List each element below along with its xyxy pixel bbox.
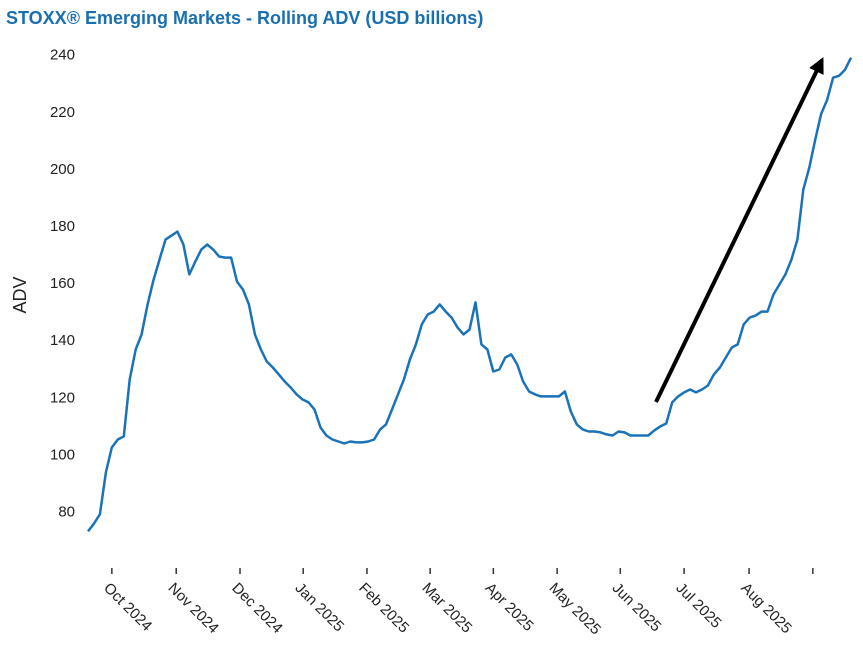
y-tick-label: 180 — [50, 218, 75, 235]
x-tick-label: Aug 2025 — [737, 580, 794, 637]
y-tick-label: 220 — [50, 104, 75, 121]
y-axis-label: ADV — [10, 276, 30, 313]
y-tick-label: 160 — [50, 275, 75, 292]
x-tick-label: Dec 2024 — [228, 580, 285, 637]
y-tick-label: 80 — [58, 504, 75, 521]
y-tick-label: 140 — [50, 332, 75, 349]
y-tick-label: 200 — [50, 161, 75, 178]
x-tick-label: Jan 2025 — [292, 580, 348, 636]
x-tick-label: Jun 2025 — [609, 580, 665, 636]
y-tick-label: 120 — [50, 389, 75, 406]
chart-title: STOXX® Emerging Markets - Rolling ADV (U… — [6, 8, 483, 28]
trend-arrow — [654, 57, 824, 403]
x-tick-label: Feb 2025 — [355, 580, 412, 637]
y-tick-label: 100 — [50, 446, 75, 463]
y-tick-label: 240 — [50, 47, 75, 64]
x-tick-label: May 2025 — [545, 580, 604, 639]
x-tick-label: Jul 2025 — [672, 580, 724, 632]
x-tick-label: Nov 2024 — [165, 580, 222, 637]
x-tick-label: Apr 2025 — [482, 580, 537, 635]
x-tick-label: Mar 2025 — [419, 580, 476, 637]
data-line — [87, 57, 853, 533]
x-tick-label: Oct 2024 — [100, 580, 155, 635]
